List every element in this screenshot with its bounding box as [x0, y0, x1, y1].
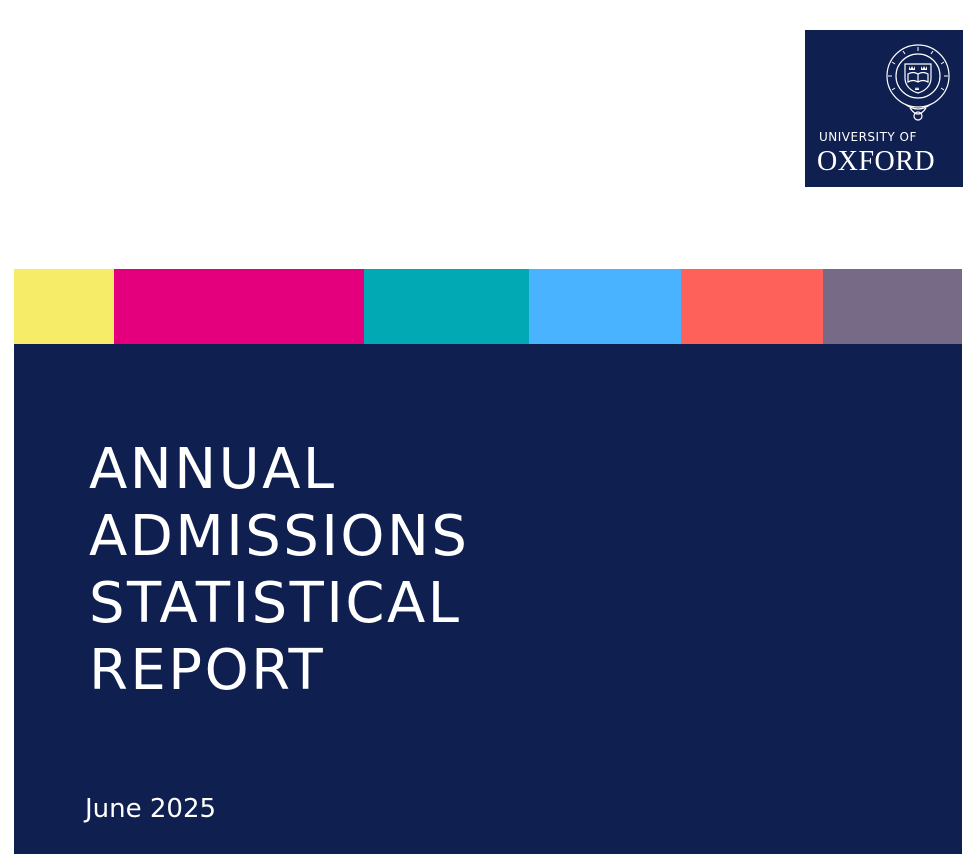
strip-block-yellow [14, 269, 114, 344]
logo-line-university-of: UNIVERSITY OF [819, 130, 917, 144]
title-line-1: ANNUAL [89, 437, 337, 502]
strip-block-sky-blue [529, 269, 681, 344]
strip-block-magenta [114, 269, 364, 344]
title-line-2: ADMISSIONS [89, 504, 470, 569]
title-line-4: REPORT [89, 638, 326, 703]
report-title: ANNUAL ADMISSIONS STATISTICAL REPORT [89, 436, 469, 704]
title-line-3: STATISTICAL [89, 571, 462, 636]
color-strip [14, 269, 962, 344]
university-logo: UNIVERSITY OF OXFORD [805, 30, 963, 187]
logo-line-oxford: OXFORD [817, 146, 936, 177]
oxford-crest-icon [886, 44, 950, 121]
strip-block-mauve [823, 269, 962, 344]
cover-panel: ANNUAL ADMISSIONS STATISTICAL REPORT Jun… [14, 344, 962, 854]
strip-block-coral [681, 269, 823, 344]
report-date: June 2025 [85, 794, 217, 824]
strip-block-teal [364, 269, 529, 344]
